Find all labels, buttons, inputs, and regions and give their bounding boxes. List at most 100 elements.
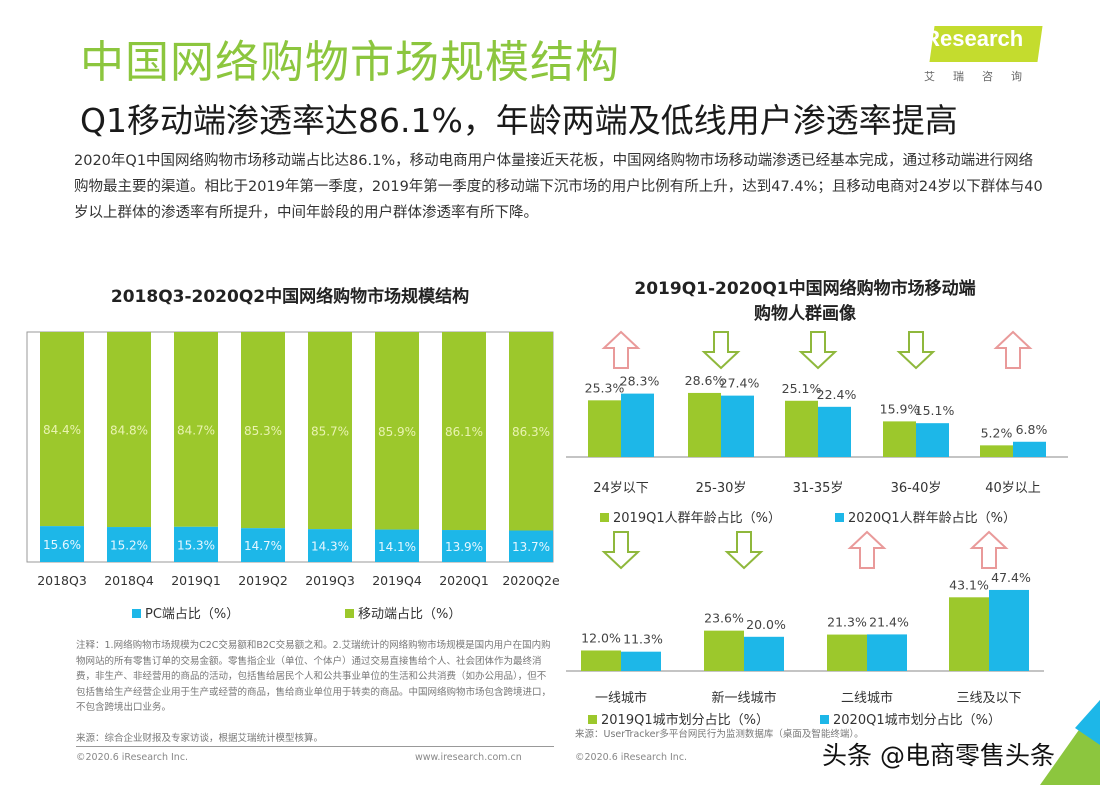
left-chart-title: 2018Q3-2020Q2中国网络购物市场规模结构 bbox=[110, 287, 470, 307]
label-pc-2020Q1: 13.9% bbox=[445, 540, 483, 554]
label-2020-31-35岁: 22.4% bbox=[817, 387, 857, 402]
bar-2020-31-35岁 bbox=[818, 406, 851, 457]
x-tick-2019Q1: 2019Q1 bbox=[171, 573, 221, 588]
x-tick-二线城市: 二线城市 bbox=[841, 690, 893, 706]
bar-pc-2019Q2 bbox=[241, 528, 285, 562]
legend-label-pc: PC端占比（%） bbox=[145, 607, 239, 622]
legend-swatch-2020-1 bbox=[835, 513, 844, 522]
bar-pc-2018Q3 bbox=[40, 526, 84, 562]
page-title: 中国网络购物市场规模结构 bbox=[80, 37, 620, 88]
label-2019-25-30岁: 28.6% bbox=[685, 373, 725, 388]
label-2019-31-35岁: 25.1% bbox=[782, 381, 822, 396]
left-copyright: ©2020.6 iResearch Inc. bbox=[76, 752, 189, 763]
bar-mobile-2019Q1 bbox=[174, 332, 218, 527]
arrow-up-icon-三线及以下 bbox=[969, 530, 1009, 569]
label-2020-三线及以下: 47.4% bbox=[991, 570, 1031, 585]
bar-2019-36-40岁 bbox=[883, 421, 916, 457]
label-2020-二线城市: 21.4% bbox=[869, 614, 909, 629]
label-2019-24岁以下: 25.3% bbox=[585, 380, 625, 395]
summary-paragraph: 2020年Q1中国网络购物市场移动端占比达86.1%，移动电商用户体量接近天花板… bbox=[74, 153, 1043, 221]
legend-label-2020-2: 2020Q1城市划分占比（%） bbox=[833, 712, 1001, 728]
legend-swatch-2019-1 bbox=[600, 513, 609, 522]
label-mobile-2018Q4: 84.8% bbox=[110, 424, 148, 438]
x-tick-新一线城市: 新一线城市 bbox=[711, 690, 776, 706]
x-tick-2019Q2: 2019Q2 bbox=[238, 573, 288, 588]
x-tick-2019Q4: 2019Q4 bbox=[372, 573, 422, 588]
website: www.iresearch.com.cn bbox=[415, 752, 522, 763]
label-2020-新一线城市: 20.0% bbox=[746, 617, 786, 632]
bar-mobile-2018Q3 bbox=[40, 332, 84, 527]
label-pc-2018Q4: 15.2% bbox=[110, 539, 148, 553]
label-2019-三线及以下: 43.1% bbox=[949, 577, 989, 592]
page-subtitle: Q1移动端渗透率达86.1%，年龄两端及低线用户渗透率提高 bbox=[80, 101, 958, 140]
legend-label-2019-2: 2019Q1城市划分占比（%） bbox=[601, 712, 769, 728]
arrow-up-icon-40岁以上 bbox=[993, 330, 1033, 369]
bar-2020-一线城市 bbox=[621, 651, 661, 671]
bar-mobile-2019Q4 bbox=[375, 332, 419, 530]
bar-pc-2020Q2e bbox=[509, 530, 553, 562]
bar-2019-新一线城市 bbox=[704, 630, 744, 671]
bar-mobile-2018Q4 bbox=[107, 332, 151, 528]
bar-2020-25-30岁 bbox=[721, 395, 754, 457]
label-mobile-2020Q1: 86.1% bbox=[445, 425, 483, 439]
legend-label-2020-1: 2020Q1人群年龄占比（%） bbox=[848, 511, 1016, 526]
bar-mobile-2019Q3 bbox=[308, 332, 352, 530]
bar-2019-二线城市 bbox=[827, 634, 867, 671]
label-pc-2018Q3: 15.6% bbox=[43, 538, 81, 552]
bar-pc-2018Q4 bbox=[107, 527, 151, 562]
bar-2020-新一线城市 bbox=[744, 636, 784, 671]
legend-swatch-pc bbox=[132, 609, 141, 618]
logo-subtext: 艾瑞咨询 bbox=[924, 70, 1040, 83]
bar-pc-2019Q4 bbox=[375, 529, 419, 562]
bar-2019-25-30岁 bbox=[688, 392, 721, 457]
label-2019-一线城市: 12.0% bbox=[581, 630, 621, 645]
x-tick-一线城市: 一线城市 bbox=[595, 690, 647, 706]
label-2020-24岁以下: 28.3% bbox=[620, 374, 660, 389]
bar-pc-2019Q1 bbox=[174, 526, 218, 562]
label-mobile-2019Q2: 85.3% bbox=[244, 424, 282, 438]
label-2019-二线城市: 21.3% bbox=[827, 615, 867, 630]
arrow-down-icon-36-40岁 bbox=[896, 331, 936, 370]
x-tick-25-30岁: 25-30岁 bbox=[696, 481, 747, 496]
right-chart-title-line2: 购物人群画像 bbox=[754, 304, 856, 324]
bar-2020-40岁以上 bbox=[1013, 441, 1046, 457]
bar-2020-三线及以下 bbox=[989, 589, 1029, 671]
label-mobile-2019Q1: 84.7% bbox=[177, 423, 215, 437]
arrow-down-icon-一线城市 bbox=[601, 531, 641, 570]
bar-2019-31-35岁 bbox=[785, 400, 818, 457]
label-2019-36-40岁: 15.9% bbox=[880, 401, 920, 416]
bar-2019-24岁以下 bbox=[588, 400, 621, 457]
x-tick-2020Q2e: 2020Q2e bbox=[502, 573, 560, 588]
legend-label-mobile: 移动端占比（%） bbox=[358, 607, 461, 622]
label-pc-2019Q4: 14.1% bbox=[378, 540, 416, 554]
right-copyright: ©2020.6 iResearch Inc. bbox=[575, 752, 688, 763]
x-tick-40岁以上: 40岁以上 bbox=[985, 481, 1041, 496]
corner-decoration-blue bbox=[1075, 700, 1100, 745]
label-2019-40岁以上: 5.2% bbox=[981, 425, 1013, 440]
x-tick-2019Q3: 2019Q3 bbox=[305, 573, 355, 588]
label-2020-36-40岁: 15.1% bbox=[915, 403, 955, 418]
arrow-up-icon-二线城市 bbox=[847, 530, 887, 569]
label-pc-2020Q2e: 13.7% bbox=[512, 540, 550, 554]
x-tick-2020Q1: 2020Q1 bbox=[439, 573, 489, 588]
arrow-down-icon-31-35岁 bbox=[798, 331, 838, 370]
bar-2020-二线城市 bbox=[867, 634, 907, 671]
iresearch-logo: iResearch 艾瑞咨询 bbox=[906, 20, 1076, 90]
arrow-down-icon-25-30岁 bbox=[701, 331, 741, 370]
arrow-down-icon-新一线城市 bbox=[724, 531, 764, 570]
x-tick-三线及以下: 三线及以下 bbox=[956, 691, 1021, 706]
label-2020-一线城市: 11.3% bbox=[623, 632, 663, 647]
legend-label-2019-1: 2019Q1人群年龄占比（%） bbox=[613, 511, 781, 526]
x-tick-2018Q3: 2018Q3 bbox=[37, 573, 87, 588]
x-tick-24岁以下: 24岁以下 bbox=[593, 481, 649, 496]
watermark: 头条 @电商零售头条 bbox=[822, 741, 1055, 770]
bar-2019-三线及以下 bbox=[949, 597, 989, 671]
footer-divider bbox=[76, 746, 554, 747]
legend-swatch-mobile bbox=[345, 609, 354, 618]
bar-2019-一线城市 bbox=[581, 650, 621, 671]
label-mobile-2018Q3: 84.4% bbox=[43, 423, 81, 437]
label-mobile-2020Q2e: 86.3% bbox=[512, 425, 550, 439]
bar-mobile-2019Q2 bbox=[241, 332, 285, 529]
x-tick-36-40岁: 36-40岁 bbox=[891, 481, 942, 496]
